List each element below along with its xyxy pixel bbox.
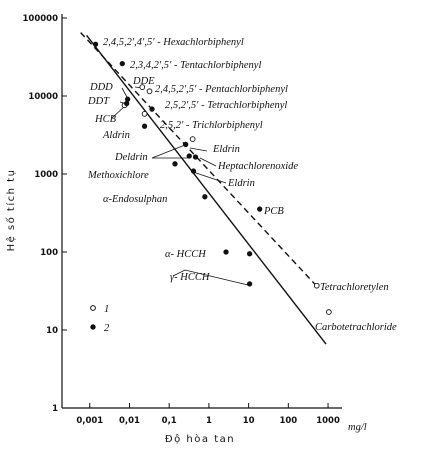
y-tick-label: 1000 — [34, 170, 58, 180]
point — [190, 168, 197, 174]
trend-line — [85, 34, 327, 345]
annotation: Aldrin — [102, 130, 130, 141]
x-tick-label: 0,1 — [162, 416, 177, 426]
annotation: Methoxichlore — [87, 170, 149, 181]
annotation: 2,4,5,2′,5′ - Pentachlorbiphenyl — [155, 84, 288, 95]
x-tick-label: 0,001 — [76, 416, 103, 426]
x-tick-label: 1000 — [316, 416, 340, 426]
annotation: γ- HCCH — [170, 272, 211, 283]
annotation: DDE — [132, 76, 155, 87]
legend-marker — [90, 305, 96, 311]
legend-marker — [90, 324, 96, 330]
annotation: Heptachlorenoxide — [217, 161, 298, 172]
annotation: α- HCCH — [165, 249, 207, 260]
point — [223, 249, 229, 255]
trend-line — [80, 32, 320, 290]
point — [141, 123, 148, 129]
annotation: 2,5,2′ - Trichlorbiphenyl — [160, 120, 263, 131]
legend-label: 1 — [104, 304, 109, 315]
point — [119, 60, 125, 67]
point — [146, 88, 153, 95]
x-axis-label: Độ hòa tan — [165, 433, 235, 445]
annotation: Eldrin — [212, 144, 240, 155]
annotation: Deldrin — [114, 152, 148, 163]
point — [124, 100, 130, 107]
y-tick-label: 100000 — [23, 14, 59, 24]
annotation: 2,3,4,2′,5′ - Tentachlorbiphenyl — [130, 60, 261, 71]
y-tick-label: 10 — [46, 326, 58, 336]
point — [257, 206, 263, 212]
legend-label: 2 — [104, 323, 110, 334]
annotation: DDD — [89, 82, 113, 93]
annotation: PCB — [263, 206, 284, 217]
x-tick-label: 10 — [243, 416, 255, 426]
y-axis-label: Hệ số tích tụ — [5, 169, 17, 252]
annotation: DDT — [87, 96, 110, 107]
point — [186, 153, 192, 159]
point — [326, 309, 332, 315]
point — [246, 281, 253, 287]
point — [189, 136, 196, 142]
point — [139, 84, 146, 90]
point — [125, 96, 131, 102]
y-tick-label: 10000 — [28, 92, 58, 102]
point — [92, 41, 99, 47]
x-unit: mg/l — [348, 422, 367, 433]
x-tick-label: 0,01 — [119, 416, 140, 426]
point — [202, 194, 208, 200]
point — [183, 141, 189, 147]
annotation: 2,5,2′,5′ - Tetrachlorbiphenyl — [165, 100, 287, 111]
annotation: Eldrin — [227, 178, 255, 189]
point — [246, 251, 253, 257]
x-tick-label: 100 — [279, 416, 297, 426]
point — [192, 154, 199, 160]
x-tick-label: 1 — [206, 416, 212, 426]
point — [172, 161, 178, 167]
point — [149, 106, 155, 112]
annotation: 2,4,5,2′,4′,5′ - Hexachlorbiphenyl — [103, 37, 244, 48]
annotation: Tetrachloretylen — [320, 282, 389, 293]
y-tick-label: 100 — [40, 248, 58, 258]
annotation: HCB — [94, 114, 117, 125]
point — [313, 282, 320, 289]
point — [141, 111, 148, 117]
annotation: Carbotetrachloride — [315, 322, 397, 333]
annotation: α-Endosulphan — [103, 194, 167, 205]
y-tick-label: 1 — [52, 404, 58, 414]
